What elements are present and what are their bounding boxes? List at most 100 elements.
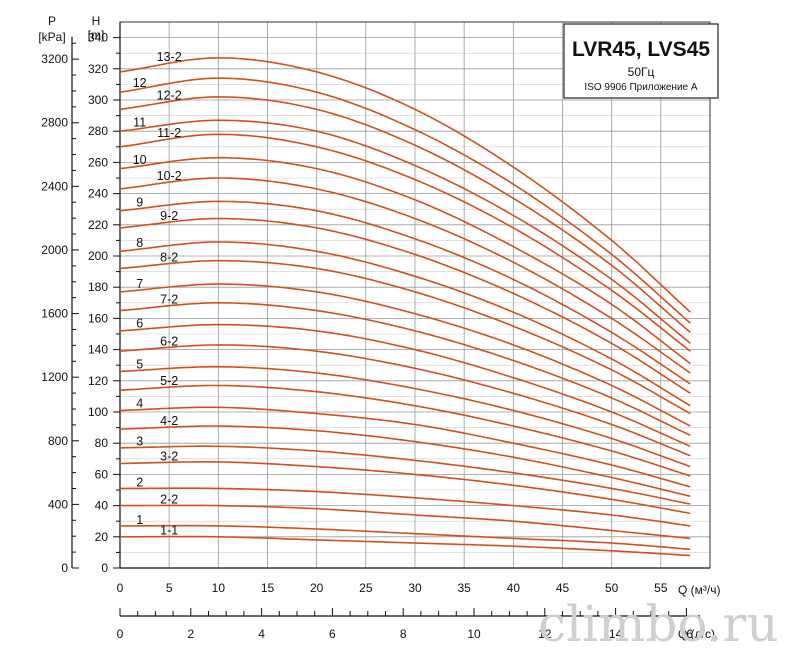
curve-label-3-2: 3-2 [160, 449, 178, 463]
y-tick-label: 180 [88, 280, 108, 294]
curve-label-9: 9 [136, 196, 143, 210]
curve-label-9-2: 9-2 [160, 209, 178, 223]
curve-1 [120, 524, 691, 551]
curve-10 [119, 156, 691, 365]
curve-3 [119, 445, 691, 505]
curve-13-2 [119, 57, 691, 313]
y2-tick-label: 0 [61, 561, 68, 575]
x-tick-label: 35 [457, 581, 471, 595]
x2-tick-label: 10 [467, 627, 481, 641]
y-tick-label: 280 [88, 124, 108, 138]
x-tick-label: 5 [166, 581, 173, 595]
curve-labels: 1-112-223-234-245-256-267-278-289-2910-2… [133, 50, 182, 537]
curve-label-2: 2 [136, 475, 143, 489]
x-tick-label: 40 [507, 581, 521, 595]
curve-label-10-2: 10-2 [157, 169, 182, 183]
curve-label-1: 1 [136, 513, 143, 527]
y2-tick-label: 800 [48, 434, 68, 448]
y-tick-label: 160 [88, 311, 108, 325]
y-tick-label: 140 [88, 343, 108, 357]
curve-label-6-2: 6-2 [160, 334, 178, 348]
curve-label-6: 6 [136, 316, 143, 330]
axes: 0204060801001201401601802002202402602803… [41, 22, 710, 641]
curve-7 [119, 283, 691, 427]
y2-axis-unit: [kPa] [38, 30, 65, 44]
x-tick-label: 15 [261, 581, 275, 595]
curve-5-2 [119, 384, 691, 477]
y-tick-label: 340 [88, 31, 108, 45]
curve-12-2 [119, 96, 691, 334]
curve-10-2 [119, 177, 691, 374]
x2-tick-label: 8 [400, 627, 407, 641]
y2-tick-label: 2400 [41, 179, 68, 193]
curve-label-12-2: 12-2 [157, 89, 182, 103]
y2-tick-label: 1200 [41, 370, 68, 384]
y-axis-label: H [92, 14, 101, 28]
x2-tick-label: 0 [117, 627, 124, 641]
x-tick-label: 50 [605, 581, 619, 595]
curve-8-2 [119, 259, 691, 415]
chart-title: LVR45, LVS45 [572, 38, 710, 61]
curve-1-1 [120, 535, 691, 557]
y2-tick-label: 2800 [41, 116, 68, 130]
y-tick-label: 0 [101, 561, 108, 575]
curve-label-7-2: 7-2 [160, 293, 178, 307]
curve-3-2 [119, 461, 691, 515]
chart-subtitle: 50Гц [628, 65, 655, 79]
curve-label-5: 5 [136, 357, 143, 371]
curve-label-7: 7 [136, 277, 143, 291]
y-tick-label: 220 [88, 218, 108, 232]
x2-axis-label: Q (л/с) [678, 627, 715, 641]
curve-label-11-2: 11-2 [157, 126, 181, 140]
curve-6-2 [119, 344, 691, 457]
x2-tick-label: 6 [329, 627, 336, 641]
grid [119, 21, 711, 569]
y-tick-label: 40 [95, 499, 109, 513]
curve-label-2-2: 2-2 [160, 492, 178, 506]
x2-tick-label: 2 [187, 627, 194, 641]
curve-label-4: 4 [136, 397, 143, 411]
x2-tick-label: 4 [258, 627, 265, 641]
y-tick-label: 120 [88, 374, 108, 388]
y2-tick-label: 1600 [41, 307, 68, 321]
curve-label-8-2: 8-2 [160, 251, 178, 265]
curve-label-12: 12 [133, 76, 147, 90]
y-tick-label: 20 [95, 530, 109, 544]
curve-label-13-2: 13-2 [157, 50, 182, 64]
y-tick-label: 260 [88, 155, 108, 169]
curve-label-10: 10 [133, 153, 147, 167]
y-tick-label: 80 [95, 436, 109, 450]
x2-tick-label: 14 [609, 627, 623, 641]
x-tick-label: 10 [212, 581, 226, 595]
y2-tick-label: 400 [48, 497, 68, 511]
y-tick-label: 320 [88, 62, 108, 76]
curve-2 [120, 487, 691, 527]
curve-5 [119, 365, 691, 468]
curve-11-2 [119, 133, 691, 352]
y-tick-label: 200 [88, 249, 108, 263]
chart-note: ISO 9906 Приложение A [584, 82, 697, 93]
x-axis-label: Q (м³/ч) [678, 583, 721, 597]
curve-2-2 [120, 504, 691, 540]
y2-axis-label: P [48, 14, 56, 28]
title-box: LVR45, LVS45 50Гц ISO 9906 Приложение A [563, 23, 719, 99]
y-tick-label: 100 [88, 405, 108, 419]
y-tick-label: 300 [88, 93, 108, 107]
curves [119, 57, 691, 557]
x-tick-label: 55 [654, 581, 668, 595]
curve-label-11: 11 [133, 116, 146, 130]
curve-9-2 [119, 217, 691, 394]
curve-4-2 [119, 425, 691, 497]
curve-7-2 [119, 302, 691, 437]
curve-11 [119, 119, 691, 345]
curve-6 [119, 323, 691, 448]
y-tick-label: 240 [88, 187, 108, 201]
x-tick-label: 0 [117, 581, 124, 595]
curve-label-5-2: 5-2 [160, 374, 178, 388]
x-tick-label: 30 [408, 581, 422, 595]
x2-tick-label: 12 [538, 627, 552, 641]
curve-8 [119, 241, 691, 407]
watermark: climbo.ru [538, 595, 779, 651]
curve-label-1-1: 1-1 [160, 524, 178, 538]
